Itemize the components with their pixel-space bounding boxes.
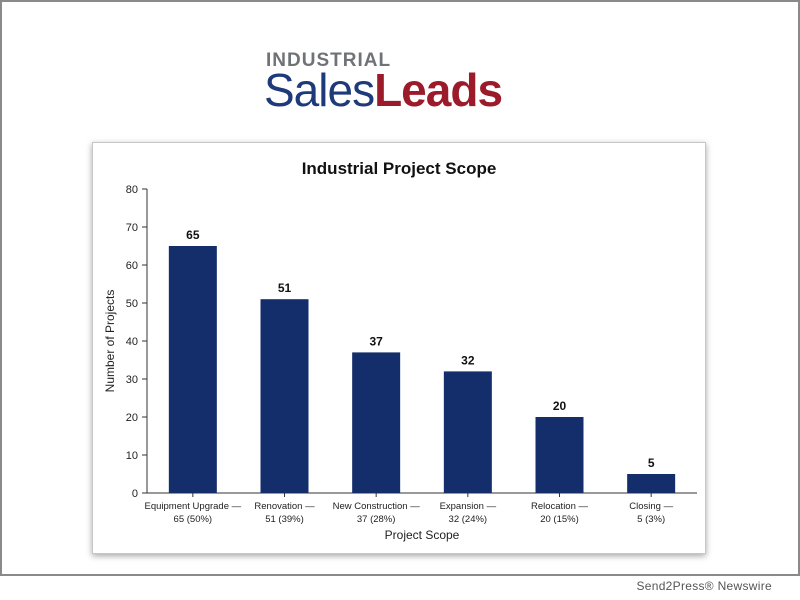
- x-axis-title: Project Scope: [385, 528, 460, 542]
- logo-wordmark: SalesLeads: [264, 64, 503, 116]
- x-tick-label: Closing —: [629, 501, 673, 512]
- y-tick-label: 70: [126, 222, 138, 234]
- bar: [443, 371, 492, 493]
- x-tick-label: 20 (15%): [540, 514, 579, 525]
- y-tick-label: 60: [126, 260, 138, 272]
- x-tick-label: 5 (3%): [637, 514, 665, 525]
- y-tick-label: 50: [126, 298, 138, 310]
- y-axis-title: Number of Projects: [103, 290, 117, 393]
- bar-value-label: 51: [278, 281, 292, 295]
- x-tick-label: Expansion —: [440, 501, 497, 512]
- y-tick-label: 40: [126, 336, 138, 348]
- bar-value-label: 37: [369, 334, 383, 348]
- y-tick-label: 30: [126, 374, 138, 386]
- bar: [260, 299, 309, 493]
- x-tick-label: 65 (50%): [174, 514, 213, 525]
- x-tick-label: Renovation —: [254, 501, 315, 512]
- bar-chart: 0 10 20 30 40 50 60 70 80 Number of Projects 65 Equ…: [103, 184, 697, 542]
- y-tick-label: 0: [132, 488, 138, 500]
- bar: [168, 246, 217, 493]
- x-tick-label: Relocation —: [531, 501, 589, 512]
- chart-card: Industrial Project Scope 0 10 20 30 40 50 60 70…: [92, 142, 706, 554]
- y-tick-label: 10: [126, 450, 138, 462]
- bar-value-label: 32: [461, 353, 475, 367]
- y-tick-label: 20: [126, 412, 138, 424]
- x-tick-label: Equipment Upgrade —: [145, 501, 242, 512]
- bar-value-label: 20: [553, 399, 567, 413]
- bar: [627, 474, 676, 493]
- logo-leads-text: Leads: [374, 64, 503, 116]
- bar: [352, 352, 401, 493]
- x-tick-label: New Construction —: [333, 501, 421, 512]
- newswire-credit: Send2Press® Newswire: [636, 579, 772, 593]
- bar-value-label: 65: [186, 228, 200, 242]
- x-tick-label: 32 (24%): [449, 514, 488, 525]
- industrial-sales-leads-logo: INDUSTRIAL SalesLeads: [264, 50, 556, 120]
- x-tick-label: 51 (39%): [265, 514, 304, 525]
- logo-top-text: INDUSTRIAL: [266, 50, 392, 71]
- chart-title: Industrial Project Scope: [301, 159, 497, 178]
- y-tick-label: 80: [126, 184, 138, 196]
- logo-sales-text: Sales: [264, 64, 375, 116]
- bar-value-label: 5: [648, 456, 655, 470]
- x-tick-label: 37 (28%): [357, 514, 396, 525]
- bar: [535, 417, 584, 493]
